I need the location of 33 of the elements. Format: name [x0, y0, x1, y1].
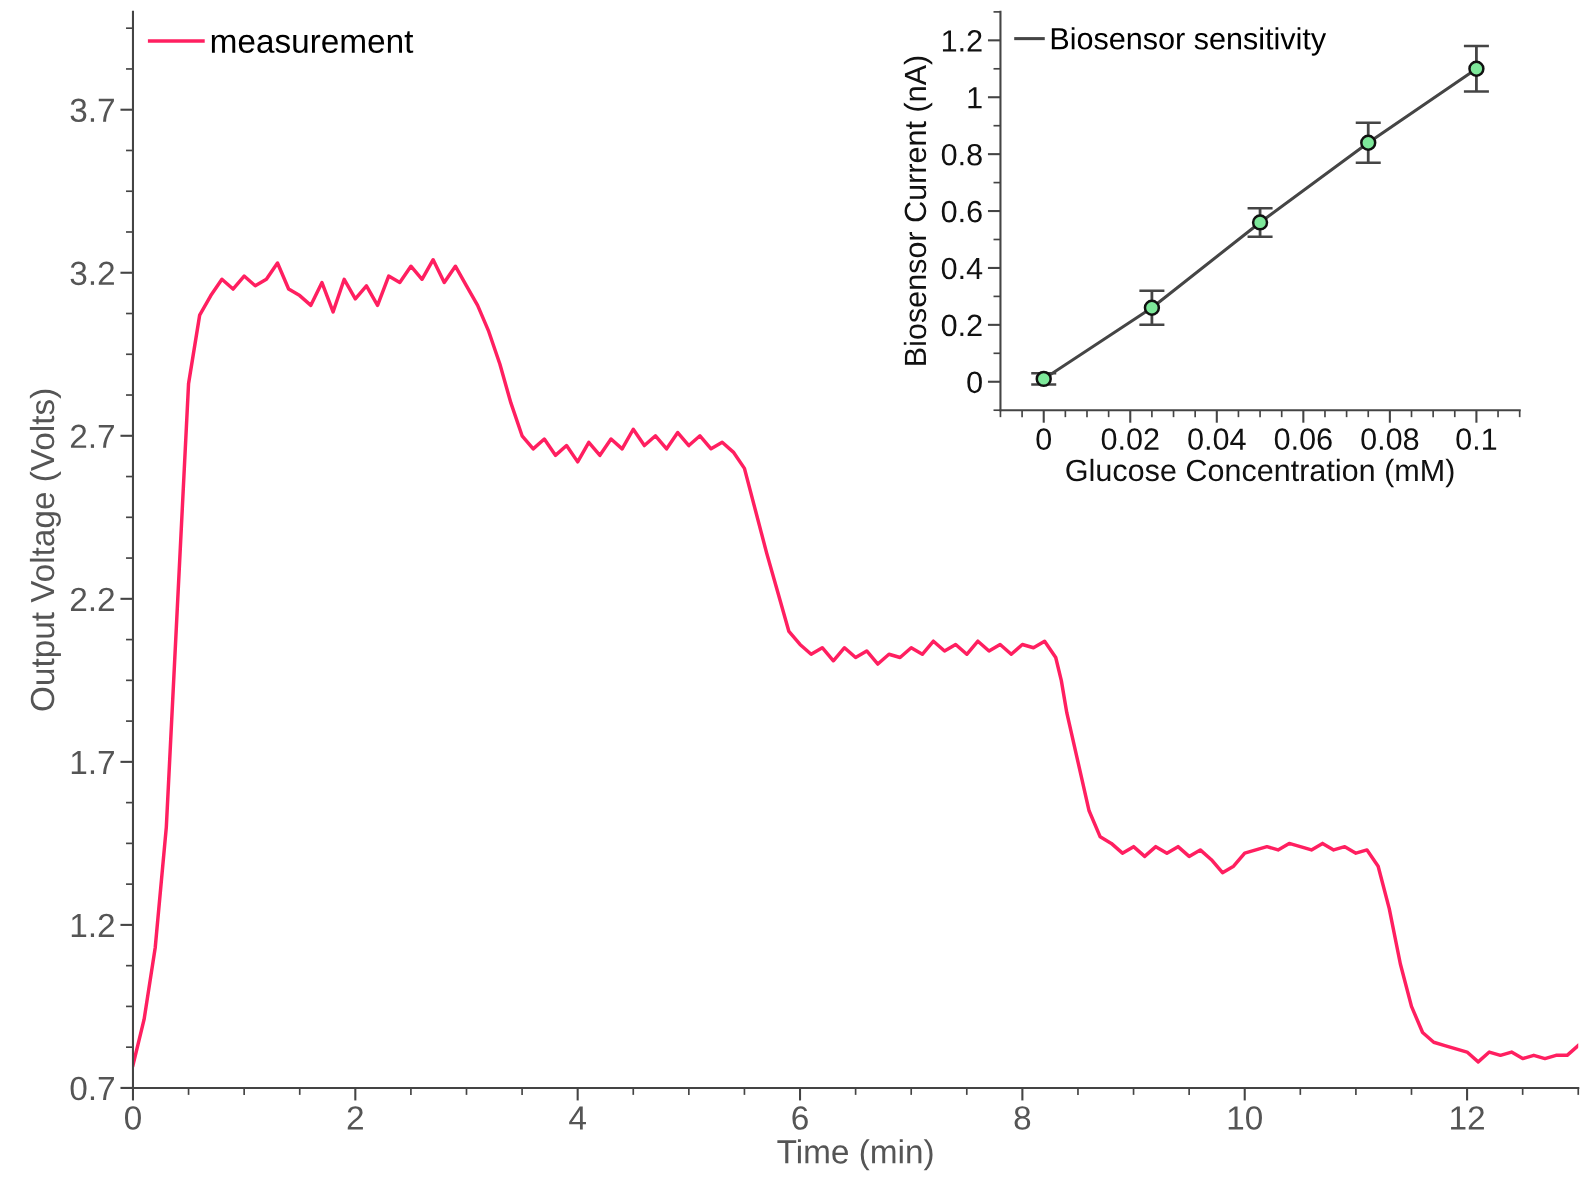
y-tick-label: 1.7: [71, 751, 114, 774]
y-tick-label: 3.2: [70, 261, 114, 286]
x-tick-label: 0.04: [1188, 428, 1246, 451]
x-axis-title: Glucose Concentration (mM): [1066, 458, 1454, 488]
y-tick-label: 0.4: [941, 257, 983, 280]
x-tick-label: 0.02: [1101, 428, 1159, 451]
y-tick-label: 3.7: [70, 98, 114, 123]
x-tick-label: 0.06: [1274, 428, 1332, 451]
x-tick-label: 2: [347, 1106, 363, 1130]
y-tick-label: 0.7: [70, 1076, 114, 1101]
x-tick-label: 12: [1451, 1106, 1484, 1130]
x-tick-label: 0: [125, 1106, 141, 1130]
legend-label: measurement: [211, 31, 414, 54]
y-tick-label: 0: [967, 371, 982, 394]
x-tick-label: 6: [792, 1106, 808, 1130]
y-tick-label: 1.2: [942, 30, 982, 52]
x-axis-title: Time (min): [777, 1139, 933, 1171]
x-tick-label: 0.1: [1456, 428, 1497, 451]
x-tick-label: 4: [569, 1106, 586, 1130]
y-axis-title: Biosensor Current (nA): [903, 56, 933, 365]
y-axis-title: Output Voltage (Volts): [29, 389, 61, 711]
y-tick-label: 0.8: [941, 143, 982, 166]
x-tick-label: 0: [1036, 428, 1052, 451]
legend-label: Biosensor sensitivity: [1051, 27, 1327, 56]
x-tick-label: 10: [1228, 1106, 1262, 1130]
y-tick-label: 2.2: [70, 587, 114, 611]
y-tick-label: 1.2: [71, 913, 114, 937]
y-tick-label: 2.7: [70, 424, 114, 448]
y-tick-label: 0.6: [941, 200, 982, 223]
y-tick-label: 1: [968, 87, 982, 109]
x-tick-label: 0.08: [1361, 428, 1419, 451]
y-tick-label: 0.2: [941, 314, 982, 337]
x-tick-label: 8: [1014, 1106, 1031, 1130]
